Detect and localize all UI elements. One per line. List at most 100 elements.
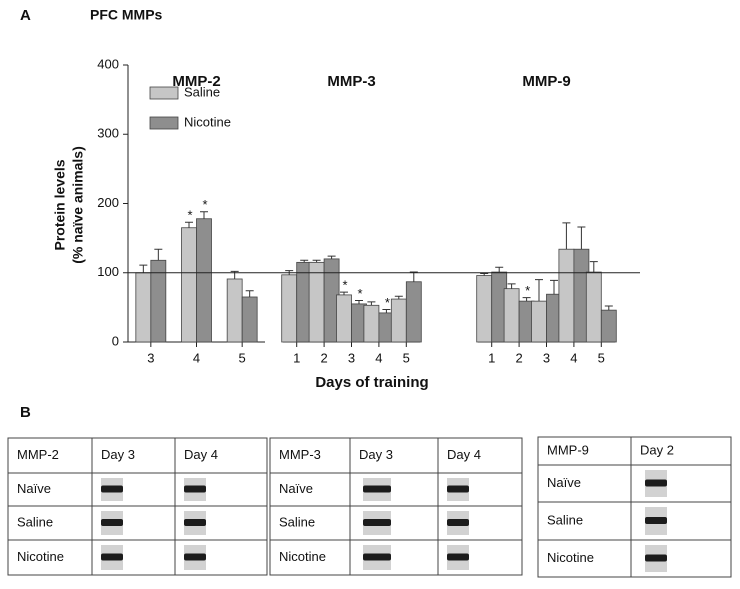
legend-label: Saline — [184, 84, 220, 99]
x-tick-label: 4 — [193, 350, 200, 365]
legend-label: Nicotine — [184, 114, 231, 129]
table-header: Day 3 — [359, 447, 393, 462]
bar — [600, 309, 617, 343]
row-label: Saline — [17, 514, 53, 529]
bar — [503, 288, 520, 343]
x-tick-label: 2 — [515, 350, 522, 365]
row-label: Nicotine — [547, 550, 594, 565]
error-bar — [312, 259, 321, 263]
row-label: Naïve — [547, 475, 581, 490]
error-bar — [382, 308, 391, 313]
row-label: Naïve — [17, 481, 51, 496]
bar — [281, 274, 298, 343]
y-tick-label: 100 — [97, 264, 119, 279]
significance-label: * — [385, 295, 390, 310]
table-header: MMP-9 — [547, 442, 589, 457]
panel-label: B — [20, 404, 31, 421]
error-bar — [245, 290, 254, 297]
error-bar — [409, 271, 418, 282]
error-bar — [200, 211, 208, 219]
x-tick-label: 5 — [598, 350, 605, 365]
bar — [476, 275, 493, 343]
row-label: Nicotine — [279, 549, 326, 564]
chart-title: PFC MMPs — [90, 7, 163, 23]
error-bar — [562, 222, 571, 250]
error-bar — [522, 297, 531, 302]
x-tick-label: 1 — [293, 350, 300, 365]
bar — [226, 278, 243, 343]
x-tick-label: 5 — [239, 350, 246, 365]
panel-label: A — [20, 7, 31, 24]
significance-label: * — [357, 286, 362, 301]
x-tick-label: 4 — [570, 350, 577, 365]
row-label: Saline — [547, 512, 583, 527]
blot-band — [447, 485, 469, 493]
y-tick-label: 0 — [112, 333, 119, 348]
bar — [558, 248, 575, 343]
significance-label: * — [187, 208, 192, 223]
x-axis-label: Days of training — [315, 374, 428, 391]
blot-band — [447, 553, 469, 561]
x-tick-label: 4 — [375, 350, 382, 365]
legend-swatch — [149, 86, 179, 100]
table-header: MMP-3 — [279, 447, 321, 462]
blot-band — [645, 517, 667, 524]
group-title: MMP-3 — [327, 73, 375, 90]
x-tick-label: 5 — [403, 350, 410, 365]
blot-band — [363, 485, 391, 493]
blot-band — [101, 553, 123, 561]
bar — [135, 272, 152, 343]
blot-band — [363, 519, 391, 526]
error-bar — [355, 299, 363, 304]
table-header: Day 2 — [640, 442, 674, 457]
y-axis-label: Protein levels — [52, 159, 68, 250]
bar — [363, 304, 380, 343]
error-bar — [327, 255, 336, 259]
blot-band — [645, 554, 667, 562]
x-tick-label: 3 — [348, 350, 355, 365]
y-tick-label: 400 — [97, 56, 119, 71]
error-bar — [480, 272, 489, 276]
error-bar — [367, 301, 376, 306]
bar — [196, 218, 212, 343]
table-header: Day 3 — [101, 447, 135, 462]
error-bar — [577, 226, 586, 250]
x-tick-label: 3 — [147, 350, 154, 365]
row-label: Saline — [279, 514, 315, 529]
table-header: MMP-2 — [17, 447, 59, 462]
table — [537, 436, 732, 578]
group-title: MMP-9 — [522, 73, 570, 90]
y-axis-label: (% naïve animals) — [70, 146, 86, 264]
error-bar — [495, 266, 504, 273]
bar — [336, 294, 352, 343]
error-bar — [300, 259, 309, 263]
x-tick-label: 3 — [543, 350, 550, 365]
bar — [181, 227, 197, 343]
x-tick-label: 1 — [488, 350, 495, 365]
error-bar — [185, 221, 193, 228]
bar — [585, 271, 602, 343]
blot-band — [101, 519, 123, 526]
bar — [531, 300, 547, 343]
row-label: Naïve — [279, 481, 313, 496]
error-bar — [535, 279, 543, 302]
error-bar — [139, 264, 148, 273]
blot-band — [184, 553, 206, 561]
bar — [241, 296, 258, 343]
blot-band — [184, 485, 206, 493]
error-bar — [550, 279, 558, 295]
error-bar — [154, 248, 163, 261]
significance-label: * — [525, 283, 530, 298]
legend-swatch — [149, 116, 179, 130]
y-tick-label: 200 — [97, 195, 119, 210]
significance-label: * — [342, 278, 347, 293]
significance-label: * — [202, 197, 207, 212]
error-bar — [394, 295, 403, 300]
blot-band — [101, 485, 123, 493]
table-header: Day 4 — [447, 447, 481, 462]
bar — [390, 298, 407, 343]
error-bar — [604, 305, 613, 311]
blot-band — [363, 553, 391, 561]
group-title: MMP-2 — [172, 73, 220, 90]
